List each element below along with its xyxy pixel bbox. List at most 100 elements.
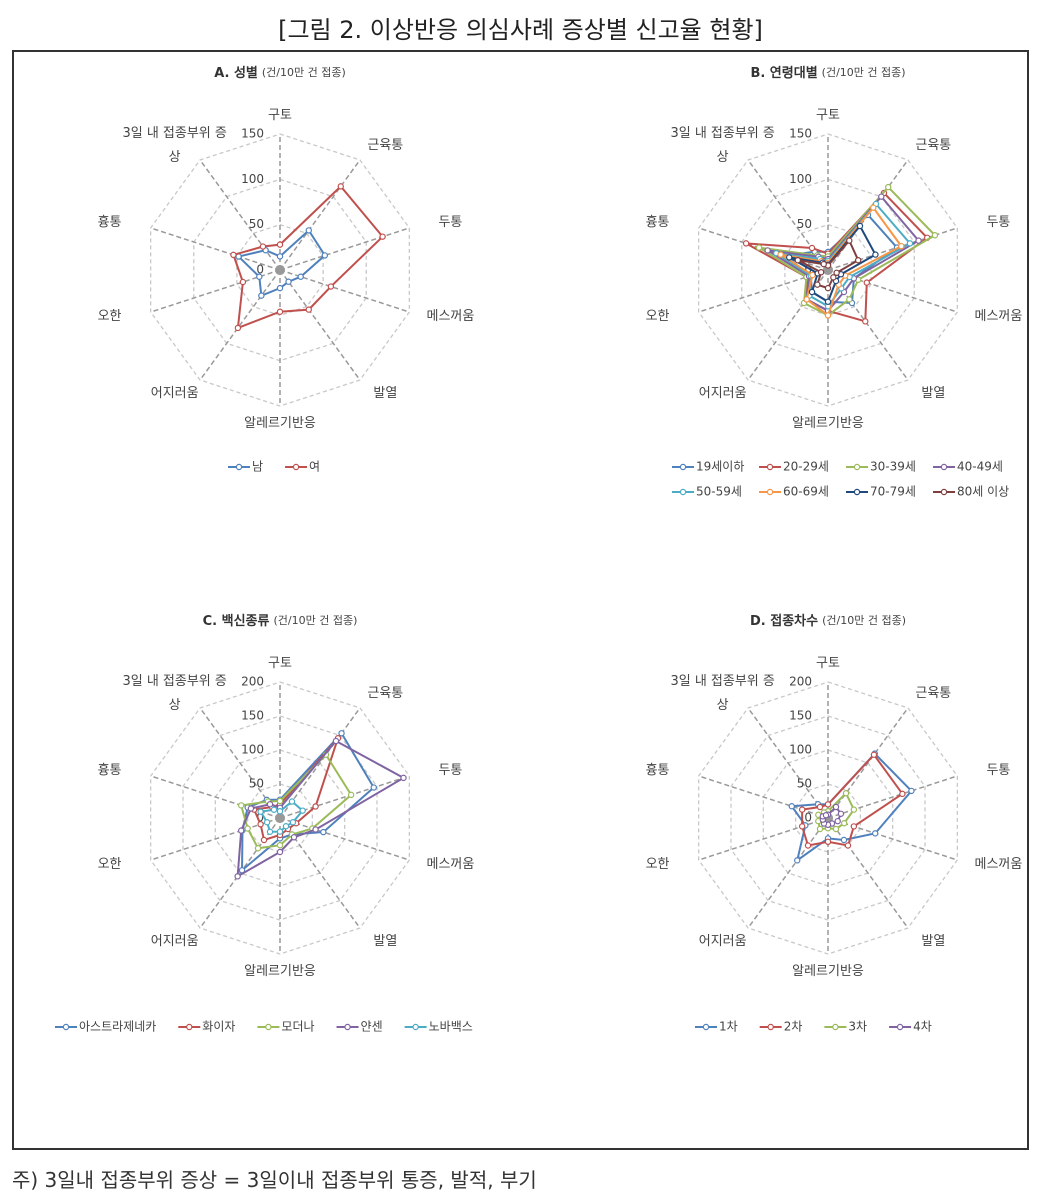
axis-label: 어지러움: [698, 934, 747, 950]
legend-label: 얀센: [361, 1020, 383, 1034]
data-point: [824, 312, 832, 319]
legend-marker: [292, 463, 300, 471]
data-point: [266, 801, 274, 808]
tick-label: 150: [241, 127, 264, 141]
data-point: [833, 269, 840, 277]
legend-label: 20-29세: [783, 460, 829, 474]
axis-label: 알레르기반응: [792, 963, 864, 979]
axis-spoke: [827, 269, 958, 313]
data-point: [305, 227, 312, 234]
axis-label: 구토: [268, 656, 292, 672]
axis-spoke: [150, 775, 281, 819]
chart-title: A. 성별 (건/10만 건 접종): [214, 65, 346, 81]
data-point: [276, 808, 284, 815]
axis-label: 두통: [438, 762, 463, 778]
legend-label: 1차: [719, 1020, 738, 1034]
footnote: 주) 3일내 접종부위 증상 = 3일이내 접종부위 통증, 발적, 부기: [12, 1168, 537, 1192]
grid-ring: [698, 681, 958, 955]
data-point: [259, 243, 267, 250]
legend-marker: [832, 1023, 839, 1031]
data-point: [931, 232, 939, 239]
tick-label: 200: [789, 675, 812, 689]
data-point: [834, 817, 841, 825]
legend-label: 아스트라제네카: [79, 1020, 156, 1034]
axis-spoke: [150, 817, 281, 861]
data-point: [898, 242, 905, 250]
data-point: [282, 823, 290, 830]
chart-title: B. 연령대별 (건/10만 건 접종): [750, 65, 905, 81]
data-point: [798, 823, 806, 830]
data-point: [254, 845, 262, 852]
axis-spoke: [827, 817, 958, 861]
axis-spoke: [827, 707, 909, 819]
axis-spoke: [279, 269, 410, 313]
tick-label: 150: [789, 127, 812, 141]
center-dot: [823, 265, 833, 275]
axis-label: 3일 내 접종부위 증상: [122, 125, 227, 165]
data-point: [312, 826, 319, 833]
axis-label: 구토: [816, 108, 840, 124]
legend-marker: [186, 1023, 193, 1031]
data-point: [798, 806, 806, 813]
data-point: [297, 273, 304, 280]
axis-label: 메스꺼움: [974, 857, 1023, 873]
data-point: [230, 251, 237, 259]
data-point: [872, 251, 879, 258]
data-point: [846, 296, 853, 303]
data-point: [257, 821, 264, 828]
legend-marker: [702, 1023, 710, 1031]
data-point: [824, 838, 832, 846]
data-point: [794, 256, 802, 264]
data-point: [862, 318, 869, 325]
legend-label: 여: [309, 460, 320, 474]
data-point: [850, 806, 858, 813]
data-point: [285, 278, 292, 285]
legend-marker: [896, 1023, 904, 1031]
data-point: [320, 828, 327, 836]
grid-ring: [730, 715, 926, 921]
data-point: [809, 271, 816, 279]
data-point: [244, 825, 251, 832]
data-point: [263, 819, 271, 826]
data-point: [237, 802, 245, 809]
data-point: [870, 204, 877, 211]
center-dot: [275, 265, 285, 275]
axis-label: 오한: [645, 309, 670, 325]
legend-marker: [344, 1023, 351, 1031]
grid-ring: [150, 681, 410, 955]
chart-title-main: C. 백신종류: [203, 614, 270, 629]
grid-ring: [698, 133, 958, 407]
data-point: [808, 288, 816, 296]
axis-label: 흉통: [645, 214, 670, 230]
data-point: [816, 825, 824, 833]
legend-marker: [940, 488, 948, 496]
tick-label: 0: [804, 811, 812, 825]
axis-label: 알레르기반응: [244, 415, 316, 431]
data-point: [872, 830, 879, 837]
data-point: [400, 774, 407, 782]
axis-label: 발열: [921, 934, 946, 950]
data-point: [824, 298, 832, 305]
legend-marker: [412, 1023, 419, 1031]
axis-label: 어지러움: [698, 386, 747, 402]
data-point: [856, 222, 864, 230]
data-point: [237, 827, 245, 834]
legend-marker: [62, 1023, 70, 1031]
axis-label: 근육통: [367, 137, 404, 153]
legend-label: 80세 이상: [957, 485, 1009, 499]
data-point: [288, 798, 296, 805]
data-point: [270, 806, 278, 813]
chart-title-unit: (건/10만 건 접종): [262, 66, 346, 79]
axis-label: 어지러움: [150, 386, 199, 402]
data-point: [327, 283, 335, 290]
axis-spoke: [827, 817, 909, 929]
tick-label: 200: [241, 675, 264, 689]
data-point: [830, 274, 837, 281]
data-point: [820, 260, 827, 268]
tick-label: 50: [249, 217, 264, 231]
data-point: [276, 797, 284, 805]
data-point: [808, 244, 816, 252]
axis-spoke: [747, 817, 829, 929]
data-point: [276, 241, 284, 248]
axis-label: 어지러움: [150, 934, 199, 950]
